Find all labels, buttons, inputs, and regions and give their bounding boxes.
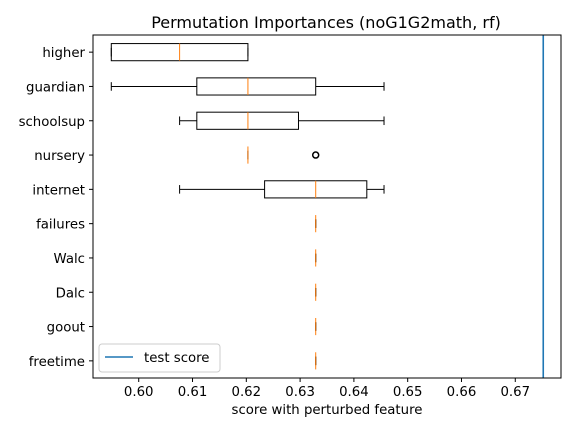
x-tick-label: 0.67 [500,385,530,400]
legend-test-score-label: test score [144,351,210,366]
y-axis-ticks: freetime goout Dalc Walc failures internet nur… [19,46,93,370]
x-axis-label: score with perturbed feature [232,403,423,418]
y-tick-label-nursery: nursery [34,149,85,164]
y-tick-label-walc: Walc [54,252,85,267]
y-tick-label-higher: higher [42,46,85,61]
x-tick-label: 0.60 [124,385,154,400]
box-internet [179,180,385,199]
chart-title: Permutation Importances (noG1G2math, rf) [151,13,501,32]
y-tick-label-goout: goout [47,321,85,336]
x-tick-label: 0.66 [447,385,477,400]
legend: test score [98,343,221,373]
x-tick-label: 0.61 [178,385,208,400]
x-tick-label: 0.64 [339,385,369,400]
x-tick-label: 0.65 [393,385,423,400]
legend-frame [98,343,221,373]
axes-frame [92,34,562,379]
y-tick-label-freetime: freetime [29,355,85,370]
y-tick-label-internet: internet [32,183,85,198]
box-nursery [247,146,320,164]
y-tick-label-dalc: Dalc [56,286,85,301]
y-tick-label-failures: failures [36,218,85,233]
box-guardian [110,77,385,96]
box-schoolsup [179,111,385,130]
y-tick-label-guardian: guardian [26,80,85,95]
y-tick-label-schoolsup: schoolsup [19,115,85,130]
box-higher [110,43,249,62]
flier-nursery-0 [311,151,320,159]
x-axis-ticks: 0.60 0.61 0.62 0.63 0.64 0.65 0.66 0.67 [124,378,530,400]
x-tick-label: 0.62 [232,385,262,400]
x-tick-label: 0.63 [285,385,315,400]
plot-area [110,35,545,378]
iqr-box-guardian [196,77,317,96]
